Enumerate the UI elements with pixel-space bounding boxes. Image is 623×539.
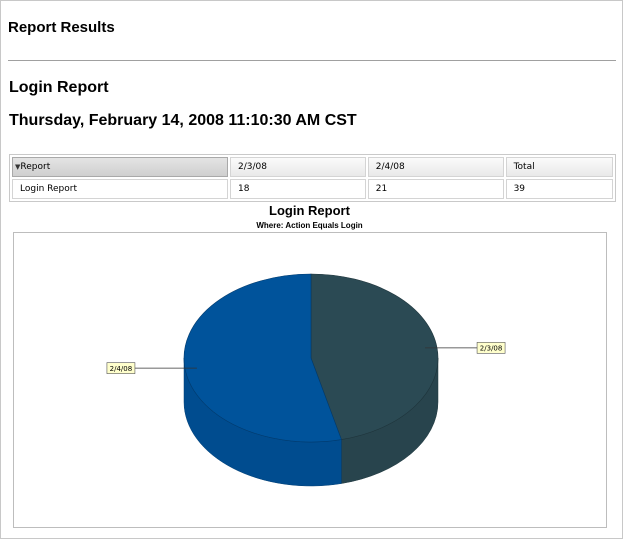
column-header-2-4-08[interactable]: 2/4/08 [367,157,504,177]
page-title: Report Results [8,19,115,36]
pie-label-0: 2/3/08 [480,345,503,353]
column-header-label: Report [20,162,51,172]
table-header-row: ▼Report 2/3/08 2/4/08 Total [12,157,613,177]
triangle-down-icon: ▼ [15,163,21,171]
column-header-total[interactable]: Total [505,157,613,177]
pie-label-box-0 [476,342,506,354]
table-cell-report: Login Report [12,179,228,199]
table-cell-2-3-08: 18 [230,179,366,199]
pie-label-1: 2/4/08 [110,365,133,373]
table-row: Login Report 18 21 39 [12,179,613,199]
pie-chart: 2/3/08 2/4/08 [13,232,607,528]
column-header-2-3-08[interactable]: 2/3/08 [230,157,366,177]
chart-subtitle: Where: Action Equals Login [256,221,363,230]
table-cell-total: 39 [505,179,613,199]
pie-label-box-1 [106,362,136,374]
divider [8,60,616,61]
column-header-report[interactable]: ▼Report [12,157,228,177]
report-table: ▼Report 2/3/08 2/4/08 Total Login Report… [9,154,616,202]
pie-chart-canvas: 2/3/08 2/4/08 [106,273,506,487]
report-title: Login Report [9,79,109,96]
report-date: Thursday, February 14, 2008 11:10:30 AM … [9,112,357,129]
table-cell-2-4-08: 21 [367,179,504,199]
chart-title: Login Report [269,203,350,218]
